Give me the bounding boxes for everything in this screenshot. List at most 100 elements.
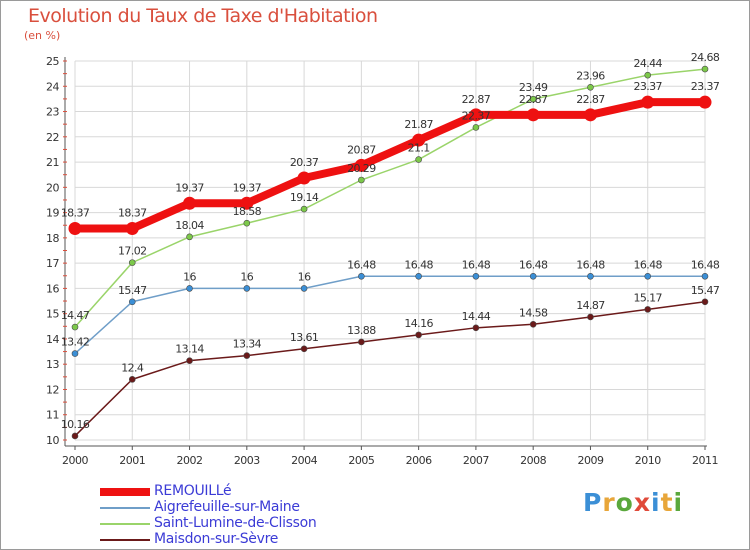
data-label: 14.16 xyxy=(404,317,433,330)
data-point xyxy=(71,432,79,440)
data-point xyxy=(472,324,480,332)
data-point xyxy=(641,95,655,109)
data-label: 22.87 xyxy=(519,93,548,106)
data-label: 18.04 xyxy=(175,219,204,232)
data-label: 14.87 xyxy=(576,299,605,312)
legend-swatch xyxy=(100,539,150,541)
y-tick-label: 25 xyxy=(46,55,59,68)
data-label: 15.47 xyxy=(691,284,720,297)
logo-letter: r xyxy=(602,488,616,517)
data-point xyxy=(587,272,594,280)
x-tick-label: 2003 xyxy=(234,454,260,467)
x-tick-label: 2010 xyxy=(635,454,661,467)
data-label: 24.68 xyxy=(691,51,720,64)
data-label: 23.96 xyxy=(576,69,605,82)
data-point xyxy=(529,320,537,328)
legend-swatch xyxy=(100,523,150,525)
chart-subtitle: (en %) xyxy=(24,29,61,42)
data-point xyxy=(68,222,82,236)
data-point xyxy=(415,156,422,163)
y-tick-label: 15 xyxy=(46,308,59,321)
data-label: 14.58 xyxy=(519,306,548,319)
data-point xyxy=(412,133,426,147)
x-tick-label: 2004 xyxy=(291,454,317,467)
y-tick-label: 14 xyxy=(46,333,59,346)
legend-label: Aigrefeuille-sur-Maine xyxy=(154,499,300,515)
chart-title: Evolution du Taux de Taxe d'Habitation xyxy=(28,5,378,27)
data-point xyxy=(701,298,709,306)
data-label: 18.37 xyxy=(61,207,90,220)
logo-letter: o xyxy=(615,488,634,517)
legend-swatch xyxy=(100,488,150,496)
data-point xyxy=(587,313,594,321)
data-label: 16 xyxy=(183,270,196,283)
data-label: 17.02 xyxy=(118,245,147,258)
data-label: 16 xyxy=(298,270,311,283)
data-point xyxy=(300,345,308,353)
data-label: 13.61 xyxy=(290,331,319,344)
data-point xyxy=(243,285,251,292)
data-point xyxy=(698,95,712,109)
data-label: 16.48 xyxy=(462,258,491,271)
data-label: 19.37 xyxy=(233,181,262,194)
y-tick-label: 16 xyxy=(46,282,59,295)
x-tick-label: 2002 xyxy=(177,454,203,467)
y-tick-label: 24 xyxy=(46,80,59,93)
y-tick-label: 13 xyxy=(46,358,59,371)
x-tick-label: 2009 xyxy=(577,454,603,467)
data-point xyxy=(300,205,308,213)
data-point xyxy=(415,331,422,339)
y-tick-label: 17 xyxy=(46,257,59,270)
y-tick-label: 19 xyxy=(46,207,59,220)
data-point xyxy=(243,352,251,359)
logo-letter: P xyxy=(583,488,603,517)
data-point xyxy=(128,376,136,383)
legend-label: REMOUILLé xyxy=(154,483,232,499)
data-label: 20.37 xyxy=(290,156,319,169)
data-label: 19.14 xyxy=(290,191,319,204)
y-tick-label: 12 xyxy=(46,383,59,396)
legend-label: Maisdon-sur-Sèvre xyxy=(154,531,279,547)
data-point xyxy=(644,71,652,79)
proxiti-logo: Proxiti xyxy=(583,488,683,517)
data-label: 23.49 xyxy=(519,81,548,94)
data-point xyxy=(128,259,136,266)
data-point xyxy=(358,338,365,346)
data-point xyxy=(243,219,251,227)
logo-letter: i xyxy=(673,488,684,517)
y-tick-label: 20 xyxy=(46,181,59,194)
data-point xyxy=(529,272,537,280)
data-label: 16.48 xyxy=(519,258,548,271)
data-point xyxy=(71,350,79,357)
series-line xyxy=(71,98,709,233)
data-point xyxy=(186,233,193,241)
data-point xyxy=(526,108,540,122)
y-tick-label: 21 xyxy=(46,156,59,169)
data-label: 20.87 xyxy=(347,143,376,156)
logo-letter: x xyxy=(633,488,651,517)
data-point xyxy=(415,272,422,280)
x-tick-label: 2008 xyxy=(520,454,546,467)
data-label: 19.37 xyxy=(175,181,204,194)
data-label: 22.87 xyxy=(462,93,491,106)
x-tick-label: 2005 xyxy=(348,454,374,467)
data-point xyxy=(701,272,709,280)
data-point xyxy=(300,285,308,292)
data-label: 13.42 xyxy=(61,336,90,349)
x-tick-label: 2000 xyxy=(62,454,88,467)
data-label: 10.16 xyxy=(61,418,90,431)
data-point xyxy=(240,196,254,210)
data-label: 18.58 xyxy=(233,205,262,218)
data-point xyxy=(472,272,480,280)
data-point xyxy=(354,158,368,172)
data-point xyxy=(71,323,79,331)
data-label: 22.37 xyxy=(462,109,491,122)
data-label: 13.14 xyxy=(175,343,204,356)
data-point xyxy=(644,272,652,280)
data-point xyxy=(297,171,311,185)
x-tick-label: 2001 xyxy=(119,454,145,467)
data-point xyxy=(587,83,594,91)
y-tick-label: 10 xyxy=(46,434,59,447)
x-tick-label: 2007 xyxy=(463,454,489,467)
